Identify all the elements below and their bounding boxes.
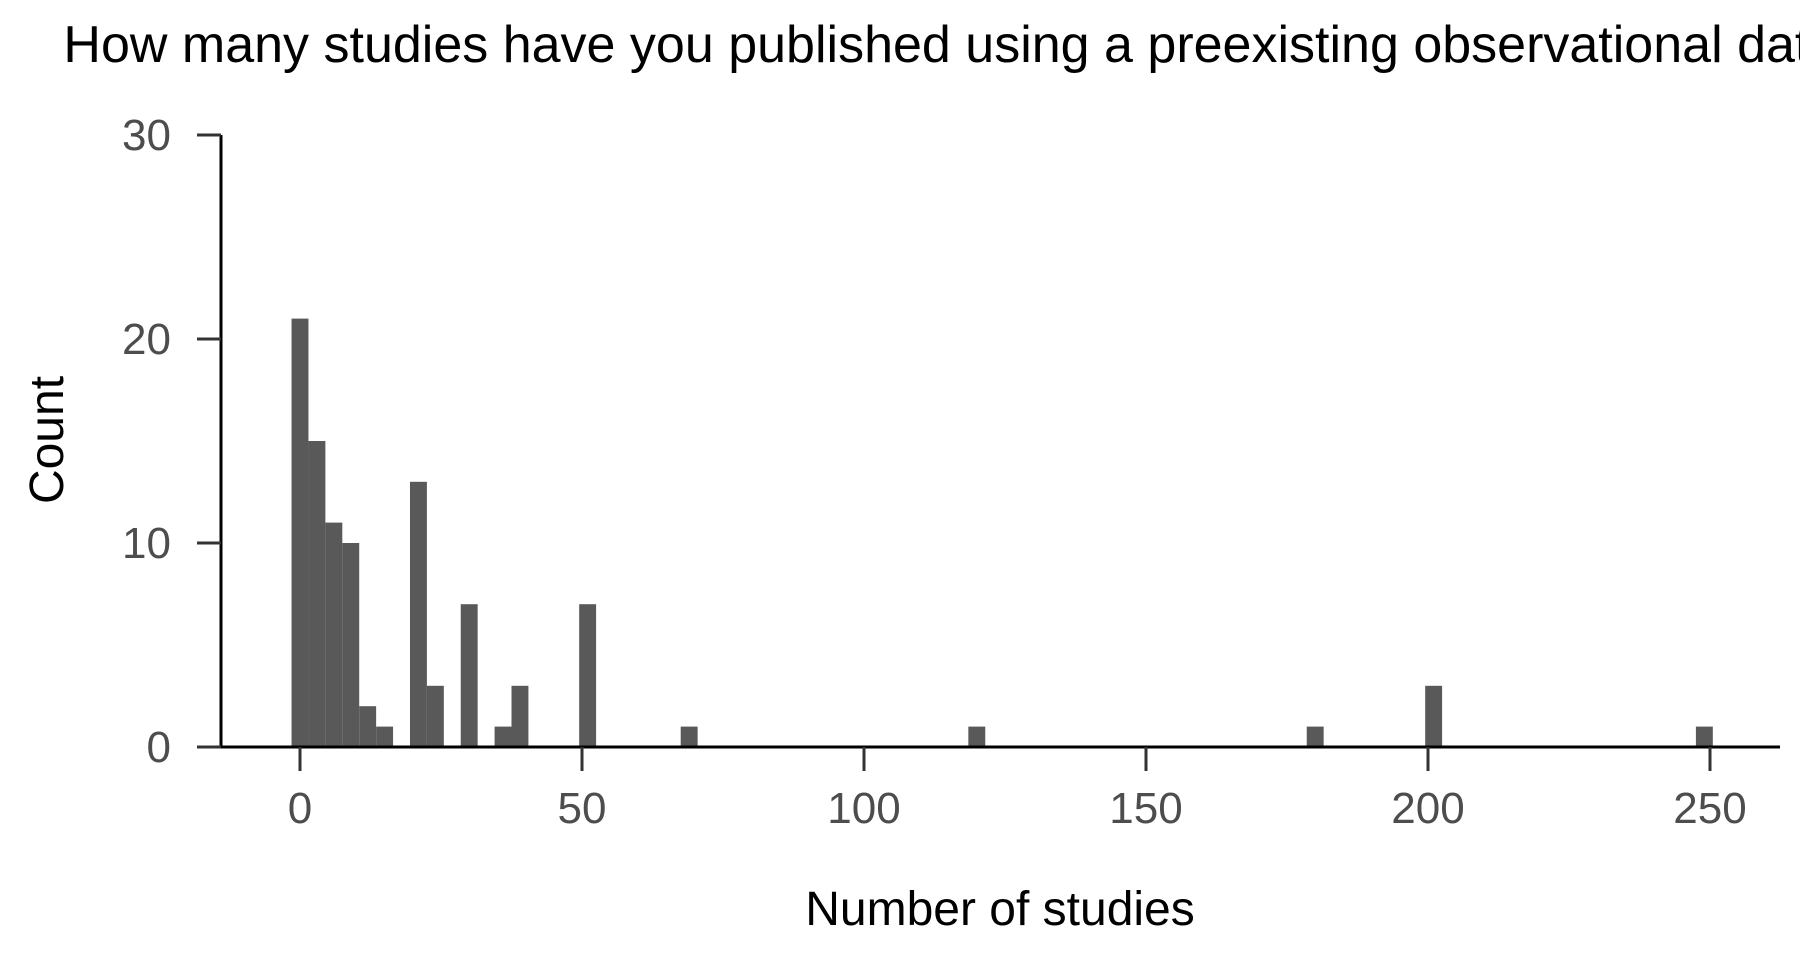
histogram-bar — [494, 726, 512, 747]
x-ticks-group: 0 50 100 150 200 250 — [288, 747, 1747, 833]
y-tick-label: 10 — [122, 519, 171, 568]
histogram-bar — [325, 522, 343, 747]
histogram-bar — [409, 481, 427, 747]
x-tick-label: 200 — [1391, 784, 1464, 833]
histogram-bar — [291, 318, 309, 747]
histogram-bar — [1695, 726, 1713, 747]
histogram-bar — [968, 726, 986, 747]
histogram-bar — [460, 604, 478, 747]
y-tick-label: 30 — [122, 111, 171, 160]
histogram-bar — [342, 543, 360, 747]
histogram-bar — [579, 604, 597, 747]
histogram-bar — [511, 685, 529, 747]
y-axis-title: Count — [21, 376, 74, 504]
x-tick-label: 0 — [288, 784, 312, 833]
histogram-bar — [308, 441, 326, 747]
x-tick-label: 150 — [1109, 784, 1182, 833]
histogram-bar — [376, 726, 394, 747]
x-axis-title: Number of studies — [805, 883, 1195, 936]
histogram-bar — [680, 726, 698, 747]
histogram-bar — [1306, 726, 1324, 747]
x-tick-label: 250 — [1673, 784, 1746, 833]
y-tick-label: 20 — [122, 315, 171, 364]
y-ticks-group: 0 10 20 30 — [122, 111, 221, 772]
histogram-bar — [359, 706, 377, 747]
histogram-bar — [426, 685, 444, 747]
x-tick-label: 100 — [827, 784, 900, 833]
histogram-bar — [1425, 685, 1443, 747]
chart-title: How many studies have you published usin… — [63, 16, 1800, 74]
y-tick-label: 0 — [147, 723, 171, 772]
bars-group — [291, 318, 1713, 747]
x-tick-label: 50 — [558, 784, 607, 833]
